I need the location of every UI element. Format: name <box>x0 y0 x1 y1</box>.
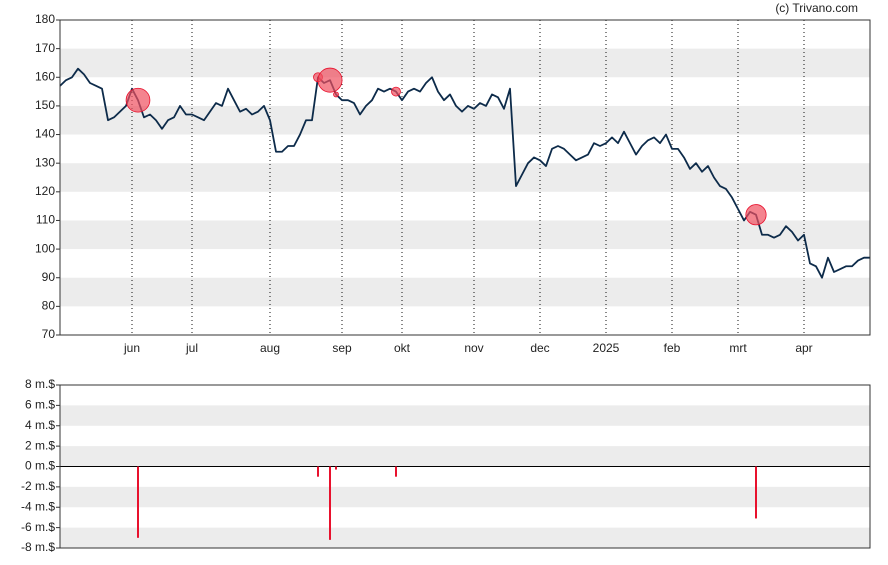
x-tick-label: nov <box>464 341 483 355</box>
y-tick-label: 160 <box>35 69 55 83</box>
y-tick-label: 8 m.$ <box>25 377 55 391</box>
y-tick-label: 110 <box>36 213 55 227</box>
y-tick-label: 0 m.$ <box>25 459 55 473</box>
y-tick-label: 2 m.$ <box>25 438 55 452</box>
x-tick-label: dec <box>530 341 549 355</box>
x-tick-label: okt <box>394 341 411 355</box>
grid-band <box>60 48 870 78</box>
grid-band <box>60 163 870 192</box>
x-tick-label: mrt <box>729 341 747 355</box>
bar <box>329 466 331 540</box>
bar <box>137 466 139 538</box>
y-tick-label: -8 m.$ <box>21 540 55 554</box>
y-tick-label: -2 m.$ <box>21 479 55 493</box>
x-tick-label: apr <box>795 341 812 355</box>
grid-band <box>60 405 870 426</box>
y-tick-label: 100 <box>35 241 55 255</box>
y-tick-label: 70 <box>42 327 56 341</box>
y-tick-label: -6 m.$ <box>21 520 55 534</box>
trade-marker <box>745 204 767 226</box>
y-tick-label: 170 <box>35 41 55 55</box>
y-tick-label: 6 m.$ <box>25 398 55 412</box>
y-tick-label: 90 <box>42 270 56 284</box>
y-tick-label: 150 <box>35 98 55 112</box>
x-tick-label: aug <box>260 341 280 355</box>
grid-band <box>60 220 870 250</box>
source-credit: (c) Trivano.com <box>775 1 858 15</box>
trade-marker <box>391 86 401 97</box>
trade-marker <box>125 87 151 113</box>
y-tick-label: 80 <box>42 299 56 313</box>
y-tick-label: 130 <box>35 155 55 169</box>
bar <box>395 466 397 477</box>
bar <box>335 466 337 470</box>
price-line <box>59 67 870 279</box>
x-tick-label: sep <box>332 341 352 355</box>
y-tick-label: 180 <box>35 12 55 26</box>
grid-band <box>60 277 870 307</box>
y-tick-label: 4 m.$ <box>25 418 55 432</box>
grid-band <box>60 527 870 548</box>
y-tick-label: 140 <box>35 127 55 141</box>
trade-marker <box>333 91 339 98</box>
plot-border <box>59 384 871 549</box>
bar <box>317 466 319 477</box>
bar <box>755 466 757 519</box>
grid-band <box>60 105 870 135</box>
x-tick-label: feb <box>664 341 681 355</box>
grid-band <box>60 446 870 467</box>
grid-band <box>60 486 870 508</box>
x-tick-label: jul <box>185 341 198 355</box>
plot-border <box>59 19 871 336</box>
y-tick-label: -4 m.$ <box>21 499 55 513</box>
y-tick-label: 120 <box>35 184 55 198</box>
x-tick-label: jun <box>123 341 140 355</box>
trade-marker <box>317 67 343 93</box>
x-tick-label: 2025 <box>593 341 620 355</box>
